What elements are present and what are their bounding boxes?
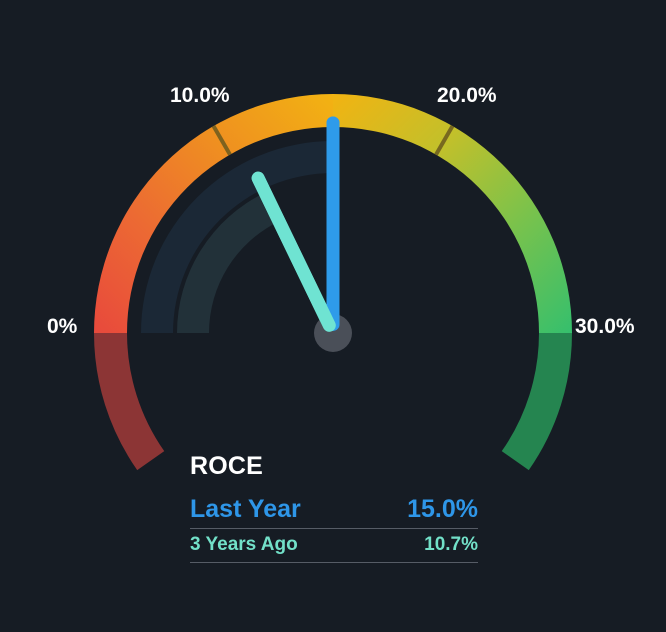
page-title: ROCE [190, 452, 264, 480]
gauge-tick-10 [211, 125, 232, 156]
legend-row-3-years-ago: 3 Years Ago 10.7% [190, 529, 478, 562]
axis-label-30: 30.0% [575, 315, 635, 338]
legend-value-last-year: 15.0% [407, 495, 478, 523]
axis-label-10: 10.0% [170, 84, 230, 107]
legend-divider-top [190, 528, 478, 529]
gauge-tick-20 [434, 125, 455, 156]
legend-value-3-years-ago: 10.7% [424, 534, 478, 555]
inner-track [177, 192, 280, 333]
needle-3-years-ago-cap [251, 171, 336, 332]
legend-label-3-years-ago: 3 Years Ago [190, 534, 298, 555]
legend-row-last-year: Last Year 15.0% [190, 495, 478, 528]
gauge-band-high-half [333, 94, 572, 333]
gauge-band-tail-high [501, 333, 572, 471]
gauge-band-tail-low [94, 333, 165, 471]
gauge-band-low-half [94, 94, 333, 333]
axis-label-20: 20.0% [437, 84, 497, 107]
axis-label-0: 0% [47, 315, 78, 338]
outer-track [141, 141, 333, 333]
legend-label-last-year: Last Year [190, 495, 301, 523]
legend: ROCE Last Year 15.0% 3 Years Ago 10.7% [190, 452, 478, 563]
legend-divider-bottom [190, 562, 478, 563]
